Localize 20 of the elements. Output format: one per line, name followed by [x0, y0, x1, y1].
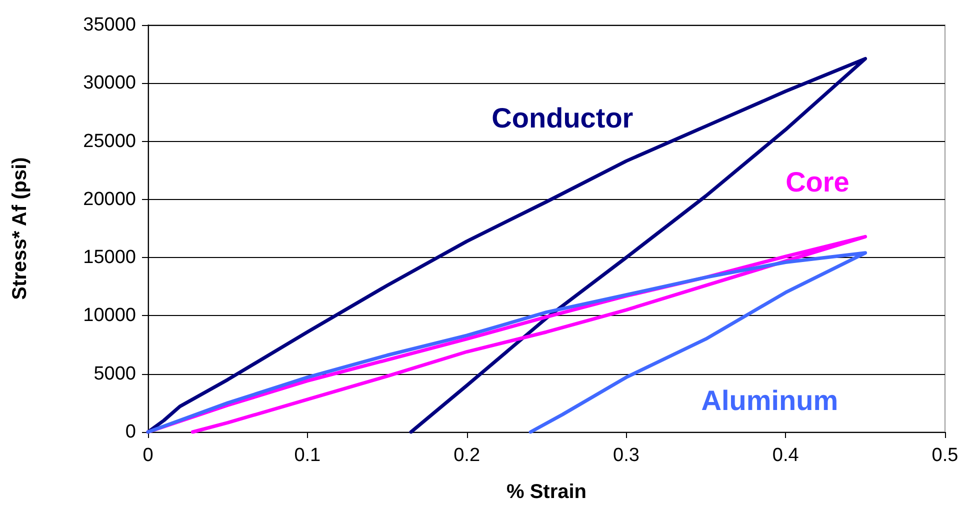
y-tick-label: 15000	[83, 247, 136, 268]
x-tick-label: 0.3	[612, 445, 640, 466]
x-tick-label: 0	[142, 445, 154, 466]
y-axis-title: Stress* Af (psi)	[9, 157, 31, 300]
series-label: Aluminum	[701, 385, 838, 416]
line-series	[146, 56, 868, 434]
y-tick-label: 5000	[94, 363, 136, 384]
y-tick-label: 20000	[83, 188, 136, 210]
y-tick-label: 25000	[83, 130, 136, 152]
y-tick-label: 30000	[83, 72, 136, 94]
y-tick-label: 0	[125, 422, 136, 442]
series-label: Conductor	[492, 102, 634, 134]
y-tick-label: 10000	[83, 305, 136, 326]
x-tick-label: 0.4	[772, 445, 800, 466]
x-tick-label: 0.1	[294, 445, 321, 466]
x-tick-label: 0.2	[454, 445, 480, 466]
x-tick-label: 0.5	[932, 445, 958, 466]
x-axis-title: % Strain	[506, 481, 587, 503]
y-tick-label: 35000	[83, 14, 136, 36]
series-label: Core	[786, 166, 850, 198]
